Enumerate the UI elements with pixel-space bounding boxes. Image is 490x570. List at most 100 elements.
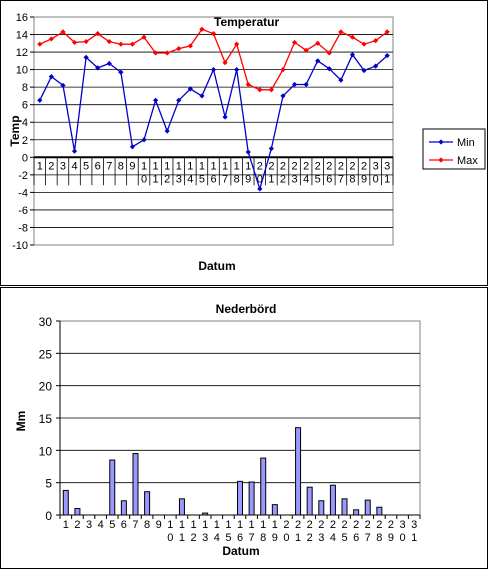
data-point-max [60,29,66,35]
x-tick-label: 2 [388,519,394,531]
data-point-max [176,45,182,52]
bar [144,491,151,516]
bar [364,499,371,516]
data-point-min [268,145,275,152]
bar [341,498,348,516]
x-tick-label: 2 [303,160,309,172]
x-tick-label: 8 [349,173,355,185]
y-tick-label: 10 [16,65,28,77]
bar [329,484,336,516]
x-tick-label: 1 [167,519,173,531]
x-tick-label: 1 [187,160,193,172]
data-point-min [48,74,54,80]
y-tick-label: -8 [18,222,28,234]
bar [202,512,209,516]
y-tick-label: -6 [18,205,28,217]
y-tick-label: -10 [12,240,28,252]
x-tick-label: 2 [268,160,274,172]
data-point-max [280,67,286,73]
x-tick-label: 1 [199,160,205,172]
data-point-min [141,137,147,143]
x-axis-label: Datum [222,544,259,558]
data-point-min [234,67,240,73]
x-tick-label: 1 [214,519,220,531]
x-tick-label: 2 [307,532,313,544]
data-point-min [373,63,379,69]
x-tick-label: 2 [376,519,382,531]
data-point-min [315,58,321,64]
x-tick-label: 3 [60,160,66,172]
data-point-max [291,39,298,46]
x-tick-label: 0 [373,173,379,185]
data-point-max [37,41,43,47]
data-point-min [222,114,228,120]
x-tick-label: 2 [190,532,196,544]
data-point-min [83,54,89,60]
x-tick-label: 1 [222,160,228,172]
legend-box [422,128,486,170]
x-tick-label: 2 [280,160,286,172]
data-point-max [71,39,78,46]
x-tick-label: 2 [326,160,332,172]
data-point-min [187,86,193,92]
data-point-max [141,34,147,40]
x-tick-label: 4 [98,519,104,531]
x-tick-label: 0 [283,532,289,544]
bar [178,498,185,516]
data-point-min [129,144,136,150]
bar [62,489,69,516]
x-tick-label: 7 [338,173,344,185]
x-tick-label: 5 [109,519,115,531]
x-tick-label: 8 [376,532,382,544]
x-tick-label: 7 [106,160,112,172]
x-tick-label: 2 [307,519,313,531]
data-point-max [83,38,89,45]
data-point-min [384,52,390,59]
bar [109,459,116,516]
data-point-min [176,97,182,103]
x-tick-label: 4 [303,173,309,185]
x-tick-label: 2 [318,519,324,531]
data-point-min [245,149,251,155]
data-point-max [268,87,275,93]
x-tick-label: 1 [249,519,255,531]
data-point-min [199,93,205,99]
x-tick-label: 3 [202,532,208,544]
bar [353,509,360,516]
data-point-max [338,29,344,35]
data-point-max [164,50,170,56]
x-tick-label: 8 [144,519,150,531]
x-tick-label: 4 [330,532,336,544]
x-tick-label: 3 [292,173,298,185]
y-tick-label: 15 [39,412,53,426]
x-tick-label: 3 [86,519,92,531]
data-point-min [280,93,286,99]
x-tick-label: 0 [257,173,263,185]
y-tick-label: 0 [22,152,28,164]
bar [120,500,127,516]
y-tick-label: -2 [18,170,28,182]
x-tick-label: 3 [384,160,390,172]
x-tick-label: 2 [295,519,301,531]
x-tick-label: 6 [237,532,243,544]
x-tick-label: 6 [353,532,359,544]
y-axis-label: Mm [14,411,28,432]
x-tick-label: 1 [164,160,170,172]
x-tick-label: 7 [365,532,371,544]
x-tick-label: 2 [48,160,54,172]
x-tick-label: 2 [353,519,359,531]
x-tick-label: 5 [315,173,321,185]
x-tick-label: 8 [260,532,266,544]
data-point-max [349,34,356,40]
y-tick-label: 4 [22,117,28,129]
x-tick-label: 1 [202,519,208,531]
legend-marker-max [438,157,444,163]
x-tick-label: 4 [187,173,193,185]
x-tick-label: 2 [257,160,263,172]
data-point-max [222,60,228,66]
x-tick-label: 1 [234,160,240,172]
x-tick-label: 5 [225,532,231,544]
x-tick-label: 2 [315,160,321,172]
x-tick-label: 1 [272,519,278,531]
data-point-max [106,38,112,45]
